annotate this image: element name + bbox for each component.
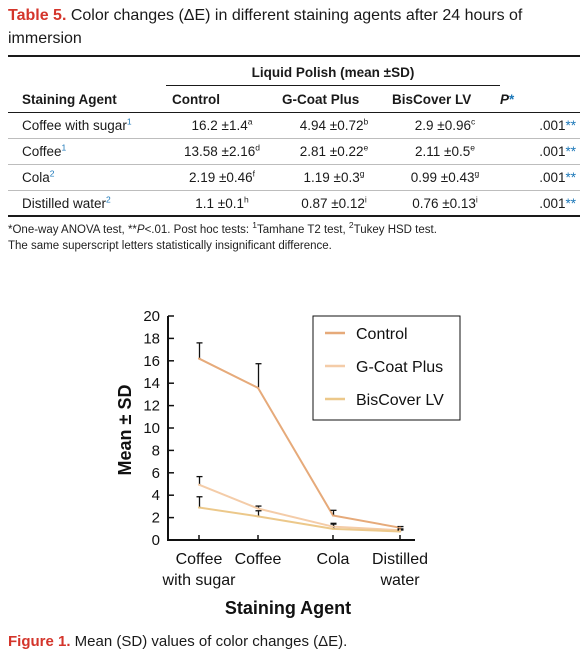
data-point: [197, 357, 201, 360]
group-header: Liquid Polish (mean ±SD): [166, 58, 500, 86]
mean-color-change-chart: 0 2 4 6 8 10 12 14 16 18 20 Coffee with sugar Coffee C…: [115, 308, 461, 618]
legend-label: G-Coat Plus: [356, 359, 443, 376]
cell-p: .001**: [500, 112, 580, 139]
table-row: Coffee1 13.58 ±2.16d 2.81 ±0.22e 2.11 ±0.5e…: [8, 138, 580, 165]
cell-value: 2.11 ±0.5e: [390, 138, 500, 165]
cell-value: 2.19 ±0.46f: [166, 164, 278, 191]
y-tick-label: 14: [143, 375, 160, 392]
cell-value: 4.94 ±0.72b: [278, 112, 390, 139]
col-header-agent: Staining Agent: [8, 86, 166, 113]
cell-value: 0.87 ±0.12i: [278, 190, 390, 216]
y-tick-label: 12: [143, 398, 160, 415]
data-point: [398, 526, 402, 529]
figure-caption: Figure 1. Mean (SD) values of color chan…: [8, 632, 580, 652]
y-tick-label: 6: [152, 465, 160, 482]
chart-legend: Control G-Coat Plus BisCover LV: [312, 315, 461, 421]
y-tick-label: 4: [152, 487, 160, 504]
y-tick-label: 10: [143, 420, 160, 437]
table-row: Coffee with sugar1 16.2 ±1.4a 4.94 ±0.72b 2…: [8, 112, 580, 139]
figure-caption-label: Figure 1.: [8, 633, 71, 650]
series-line: [198, 483, 401, 532]
legend-label: BisCover LV: [356, 392, 444, 409]
cell-value: 1.1 ±0.1h: [166, 190, 278, 216]
col-header-p: P*: [500, 86, 580, 113]
cell-agent: Coffee1: [8, 138, 166, 165]
col-header-gcoat: G-Coat Plus: [278, 86, 390, 113]
table-footnote: *One-way ANOVA test, **P<.01. Post hoc t…: [8, 220, 580, 254]
table-caption-text: Color changes (ΔE) in different staining…: [8, 7, 523, 47]
cell-value: 16.2 ±1.4a: [166, 112, 278, 139]
y-tick-label: 0: [152, 532, 160, 549]
y-tick-label: 8: [152, 442, 160, 459]
legend-label: Control: [356, 326, 408, 343]
cell-value: 0.99 ±0.43g: [390, 164, 500, 191]
column-header-row: Staining Agent Control G-Coat Plus BisCo…: [8, 86, 580, 113]
footnote-line-1: *One-way ANOVA test, **P<.01. Post hoc t…: [8, 220, 437, 236]
table-caption-label: Table 5.: [8, 7, 67, 24]
y-tick-label: 20: [143, 308, 160, 325]
data-point: [331, 527, 335, 531]
data-point: [398, 530, 402, 533]
x-tick-label: Coffee: [235, 551, 282, 568]
x-axis-label: Staining Agent: [225, 598, 351, 618]
y-tick-label: 2: [152, 510, 160, 527]
cell-agent: Cola2: [8, 164, 166, 191]
table-top-rule: [8, 55, 580, 57]
data-point: [197, 506, 201, 509]
cell-value: 1.19 ±0.3g: [278, 164, 390, 191]
cell-value: 2.81 ±0.22e: [278, 138, 390, 165]
col-header-control: Control: [166, 86, 278, 113]
cell-p: .001**: [500, 164, 580, 191]
figure-caption-text: Mean (SD) values of color changes (ΔE).: [70, 633, 348, 650]
data-point: [197, 483, 201, 486]
col-header-biscover: BisCover LV: [390, 86, 500, 113]
cell-p: .001**: [500, 190, 580, 216]
footnote-line-2: The same superscript letters statistical…: [8, 240, 332, 252]
cell-value: 0.76 ±0.13i: [390, 190, 500, 216]
table-bottom-rule: [8, 215, 580, 217]
x-tick-label: with sugar: [162, 572, 237, 589]
table-row: Distilled water2 1.1 ±0.1h 0.87 ±0.12i 0.76…: [8, 190, 580, 216]
cell-agent: Coffee with sugar1: [8, 112, 166, 139]
cell-value: 2.9 ±0.96c: [390, 112, 500, 139]
cell-value: 13.58 ±2.16d: [166, 138, 278, 165]
cell-agent: Distilled water2: [8, 190, 166, 216]
x-tick-label: Cola: [317, 551, 350, 568]
cell-p: .001**: [500, 138, 580, 165]
table-caption: Table 5. Color changes (ΔE) in different…: [8, 4, 580, 50]
table-row: Cola2 2.19 ±0.46f 1.19 ±0.3g 0.99 ±0.43g .00…: [8, 164, 580, 191]
y-tick-label: 16: [143, 353, 160, 370]
x-tick-label: Distilled: [372, 551, 428, 568]
y-axis-label: Mean ± SD: [115, 385, 135, 476]
series-line: [198, 357, 401, 529]
x-tick-label: Coffee: [176, 551, 223, 568]
y-tick-label: 18: [143, 330, 160, 347]
data-point: [256, 515, 260, 518]
x-tick-label: water: [379, 572, 420, 589]
data-point: [256, 507, 260, 510]
color-change-table: Liquid Polish (mean ±SD) Staining Agent …: [8, 58, 580, 216]
data-point: [331, 525, 335, 528]
data-point: [256, 386, 260, 390]
series-line: [198, 506, 401, 533]
data-point: [331, 514, 335, 517]
